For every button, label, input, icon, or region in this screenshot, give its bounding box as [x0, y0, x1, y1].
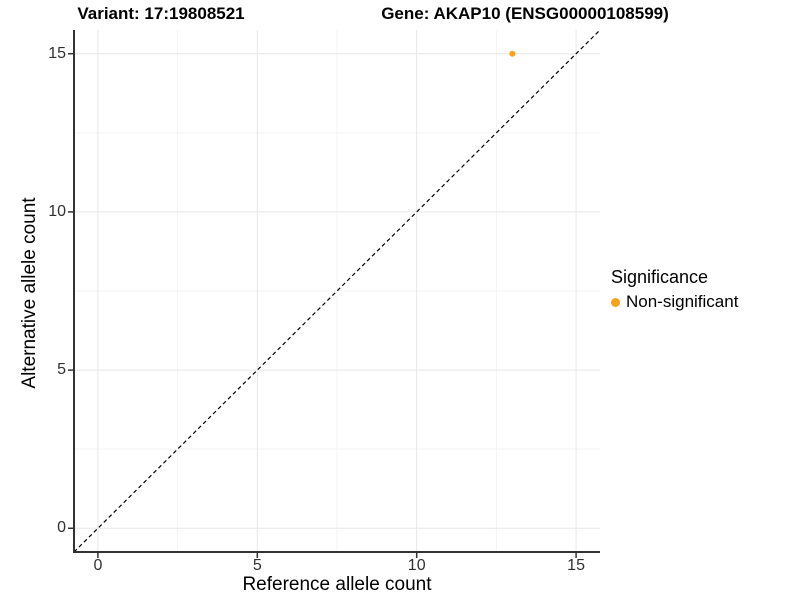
y-axis-label: Alternative allele count	[19, 197, 40, 389]
plot-title-variant: Variant: 17:19808521	[77, 4, 245, 23]
x-tick-label: 15	[567, 557, 585, 574]
y-tick-label: 5	[57, 361, 66, 379]
data-point	[509, 50, 516, 57]
y-tick-label: 0	[57, 519, 66, 537]
x-tick-label: 10	[407, 557, 426, 574]
x-tick-label: 0	[93, 557, 103, 574]
y-tick-label: 10	[48, 202, 66, 220]
legend-title: Significance	[611, 267, 709, 287]
legend-item-non-significant: Non-significant	[611, 292, 738, 312]
identity-dashed-line	[73, 29, 601, 553]
legend: Significance Non-significant	[611, 267, 738, 312]
legend-item-label: Non-significant	[626, 292, 739, 311]
x-axis-label: Reference allele count	[242, 574, 432, 595]
plot-title-gene: Gene: AKAP10 (ENSG00000108599)	[381, 4, 669, 23]
y-tick-label: 15	[48, 44, 66, 62]
legend-point-icon	[611, 297, 620, 307]
x-tick-label: 5	[252, 557, 262, 574]
